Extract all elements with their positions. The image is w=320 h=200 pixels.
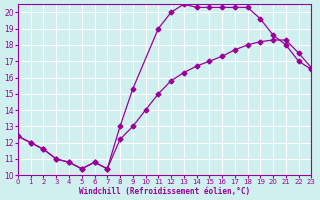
X-axis label: Windchill (Refroidissement éolien,°C): Windchill (Refroidissement éolien,°C) [79,187,250,196]
